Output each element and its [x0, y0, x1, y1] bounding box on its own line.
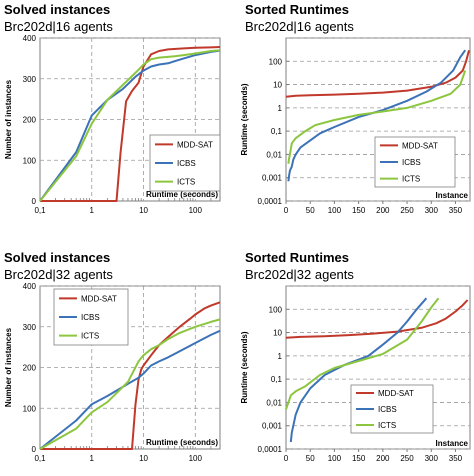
legend-label: ICTS: [378, 421, 396, 430]
y-tick-label: 400: [23, 282, 37, 291]
y-tick-label: 200: [23, 364, 37, 373]
x-tick-label: 250: [400, 206, 414, 215]
x-tick-label: 150: [352, 206, 366, 215]
legend-label: ICTS: [402, 175, 420, 184]
y-tick-label: 0,0001: [258, 197, 283, 206]
x-tick-label: 100: [328, 206, 342, 215]
y-tick-label: 1: [278, 104, 283, 113]
x-tick-label: 10: [139, 454, 148, 463]
y-tick-label: 100: [269, 305, 283, 314]
y-tick-label: 0,0001: [258, 445, 283, 454]
chart-sorted-16: 0,0001 0,001 0,01 0,1 1 10 100 0 50 100 150 200 250 3…: [240, 37, 471, 215]
y-axis-label: Number of instances: [4, 327, 13, 407]
x-axis-label: Runtime (seconds): [146, 438, 218, 447]
panel-solved-32: Solved instances Brc202d|32 agents 0 100 2…: [0, 238, 237, 476]
y-tick-label: 0,1: [271, 375, 283, 384]
x-tick-label: 300: [425, 206, 439, 215]
chart-subtitle: Brc202d|32 agents: [4, 267, 113, 282]
x-tick-label: 0,1: [34, 206, 46, 215]
y-tick-label: 0,01: [266, 150, 282, 159]
chart-solved-16: 0 100 200 300 400 0,1 1 10 100 Runtime (seconds) N…: [4, 34, 221, 215]
y-tick-label: 10: [273, 81, 282, 90]
legend-label: MDD-SAT: [378, 389, 414, 398]
x-tick-label: 50: [306, 454, 315, 463]
y-tick-label: 300: [23, 323, 37, 332]
series-line: [285, 297, 440, 410]
chart-subtitle: Brc202d|16 agents: [245, 19, 354, 34]
y-axis-label: Number of instances: [4, 79, 13, 159]
x-axis-label: Instance: [436, 439, 469, 448]
chart-title: Sorted Runtimes: [245, 250, 350, 265]
x-tick-label: 100: [189, 206, 203, 215]
legend-label: MDD-SAT: [81, 294, 117, 303]
x-tick-label: 10: [139, 206, 148, 215]
x-tick-label: 350: [449, 454, 463, 463]
y-tick-label: 0,01: [266, 398, 282, 407]
y-axis-label: Runtime (seconds): [240, 83, 249, 155]
series-line: [285, 299, 469, 339]
legend-label: MDD-SAT: [402, 141, 438, 150]
y-tick-label: 0,001: [262, 422, 283, 431]
x-tick-label: 100: [328, 454, 342, 463]
legend-label: ICBS: [378, 405, 397, 414]
x-tick-label: 200: [376, 206, 390, 215]
x-tick-label: 50: [306, 206, 315, 215]
x-tick-label: 250: [400, 454, 414, 463]
x-tick-label: 0: [284, 206, 289, 215]
x-axis-label: Instance: [436, 191, 469, 200]
chart-title: Solved instances: [4, 250, 111, 265]
x-tick-label: 350: [449, 206, 463, 215]
legend-label: ICTS: [81, 332, 99, 341]
panel-sorted-16: Sorted Runtimes Brc202d|16 agents 0,0001…: [237, 0, 474, 238]
series-line: [285, 49, 470, 98]
x-tick-label: 300: [425, 454, 439, 463]
chart-solved-32: 0 100 200 300 400 0,1 1 10 100 Runtime (seconds) N…: [4, 282, 221, 463]
y-tick-label: 1: [278, 352, 283, 361]
chart-title: Sorted Runtimes: [245, 2, 350, 17]
panel-solved-16: Solved instances Brc202d|16 agents 0 100 2…: [0, 0, 237, 238]
y-tick-label: 0: [32, 197, 37, 206]
chart-sorted-32: 0,0001 0,001 0,01 0,1 1 10 100 0 50 100 150 200 250 3…: [240, 285, 471, 463]
y-tick-label: 0,001: [262, 174, 283, 183]
x-tick-label: 0,1: [34, 454, 46, 463]
y-tick-label: 400: [23, 34, 37, 43]
legend-label: ICTS: [177, 178, 195, 187]
x-tick-label: 1: [90, 206, 95, 215]
chart-subtitle: Brc202d|16 agents: [4, 19, 113, 34]
legend-label: ICBS: [81, 313, 100, 322]
x-tick-label: 1: [90, 454, 95, 463]
series-line: [289, 297, 428, 443]
y-tick-label: 0: [32, 445, 37, 454]
chart-subtitle: Brc202d|32 agents: [245, 267, 354, 282]
y-tick-label: 10: [273, 329, 282, 338]
y-tick-label: 0,1: [271, 127, 283, 136]
legend-label: MDD-SAT: [177, 140, 213, 149]
y-tick-label: 300: [23, 75, 37, 84]
x-axis-label: Runtime (seconds): [146, 190, 218, 199]
series-line: [39, 49, 221, 202]
x-tick-label: 200: [376, 454, 390, 463]
y-tick-label: 100: [23, 404, 37, 413]
legend-label: ICBS: [177, 159, 196, 168]
y-tick-label: 200: [23, 116, 37, 125]
series-line: [40, 46, 221, 202]
x-tick-label: 0: [284, 454, 289, 463]
panel-sorted-32: Sorted Runtimes Brc202d|32 agents 0,0001…: [237, 238, 474, 476]
x-tick-label: 100: [189, 454, 203, 463]
y-axis-label: Runtime (seconds): [240, 331, 249, 403]
x-tick-label: 150: [352, 454, 366, 463]
series-line: [287, 70, 467, 164]
series-line: [39, 329, 221, 450]
chart-title: Solved instances: [4, 2, 111, 17]
y-tick-label: 100: [23, 156, 37, 165]
series-line: [287, 49, 467, 182]
series-line: [39, 318, 221, 450]
legend-label: ICBS: [402, 158, 421, 167]
series-line: [39, 49, 221, 202]
y-tick-label: 100: [269, 57, 283, 66]
